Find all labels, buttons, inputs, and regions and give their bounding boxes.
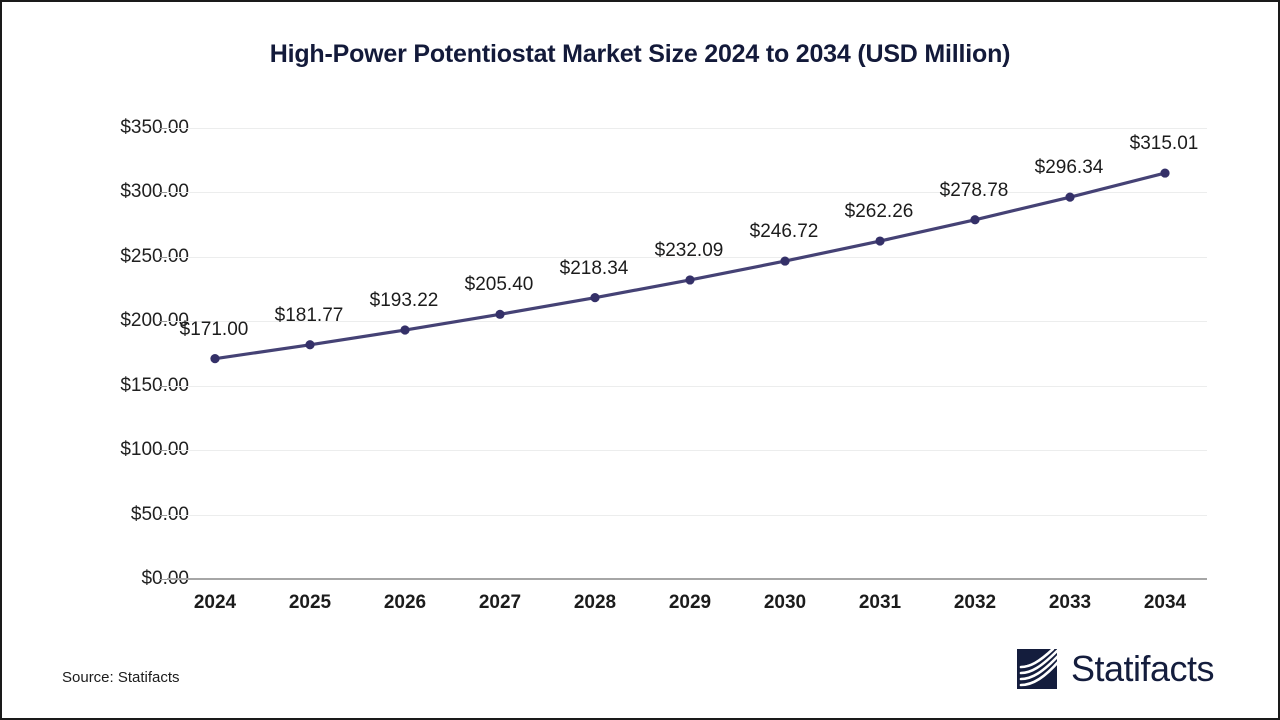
- x-axis-label: 2033: [1048, 592, 1092, 613]
- y-axis-label: $0.00: [141, 568, 189, 589]
- brand-name: Statifacts: [1070, 648, 1215, 689]
- data-point-label: $296.34: [1034, 157, 1104, 179]
- data-point-label: $278.78: [939, 179, 1009, 201]
- x-axis-baseline: [167, 578, 1207, 580]
- x-axis-label: 2024: [193, 592, 237, 613]
- y-axis-label: $250.00: [120, 245, 189, 267]
- data-point-label: $246.72: [749, 221, 819, 243]
- page-title: High-Power Potentiostat Market Size 2024…: [269, 40, 1011, 68]
- x-axis-label: 2025: [288, 592, 332, 613]
- data-point-label: $315.01: [1129, 133, 1199, 155]
- data-point-label: $205.40: [464, 274, 534, 296]
- y-axis-tick: [159, 579, 167, 580]
- x-axis-label: 2029: [668, 592, 712, 613]
- y-axis-label: $100.00: [120, 439, 189, 461]
- y-axis-label: $200.00: [120, 310, 189, 332]
- x-axis-label: 2027: [478, 592, 522, 613]
- x-axis-label: 2032: [953, 592, 997, 613]
- gridline: [167, 514, 1207, 516]
- gridline: [167, 385, 1207, 387]
- gridline: [167, 450, 1207, 452]
- data-point-label: $171.00: [179, 318, 249, 340]
- y-axis-label: $300.00: [120, 181, 189, 203]
- plot-area: [159, 128, 1207, 580]
- data-point-label: $232.09: [654, 239, 724, 261]
- gridline: [167, 192, 1207, 194]
- x-axis-label: 2034: [1143, 592, 1187, 613]
- y-axis-tick: [159, 128, 167, 129]
- y-axis-tick: [159, 192, 167, 194]
- x-axis-label: 2030: [763, 592, 807, 613]
- y-axis-tick: [159, 321, 167, 323]
- data-point-label: $193.22: [369, 290, 439, 312]
- gridline: [167, 128, 1207, 129]
- source-note: Source: Statifacts: [62, 669, 180, 686]
- y-axis-label: $50.00: [130, 503, 189, 525]
- y-axis-tick: [159, 450, 167, 452]
- data-point-label: $218.34: [559, 257, 629, 279]
- data-point-label: $262.26: [844, 201, 914, 223]
- x-axis-label: 2028: [573, 592, 617, 613]
- data-point-label: $181.77: [274, 304, 344, 326]
- y-axis-tick: [159, 514, 167, 516]
- x-axis-label: 2031: [858, 592, 902, 613]
- y-axis-label: $150.00: [120, 374, 189, 396]
- y-axis-tick: [159, 256, 167, 258]
- brand-logo: Statifacts: [1015, 645, 1215, 693]
- statifacts-wave-logo-icon: [1016, 647, 1061, 689]
- y-axis-label: $350.00: [120, 117, 189, 138]
- x-axis-label: 2026: [383, 592, 427, 613]
- y-axis-tick: [159, 385, 167, 387]
